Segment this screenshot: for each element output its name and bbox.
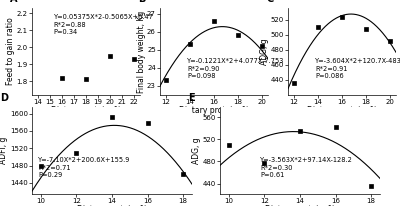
Y-axis label: ADG, g: ADG, g (192, 137, 201, 164)
Y-axis label: Feed to gain ratio: Feed to gain ratio (6, 18, 15, 85)
Text: E: E (188, 93, 195, 103)
X-axis label: Dietary protein, %: Dietary protein, % (307, 106, 377, 115)
X-axis label: Dietary protein, %: Dietary protein, % (51, 106, 121, 115)
Y-axis label: ADFI, g: ADFI, g (0, 137, 8, 164)
Y-axis label: ADG, g: ADG, g (260, 38, 269, 65)
X-axis label: Dietary protein, %: Dietary protein, % (265, 205, 335, 206)
X-axis label: Dietary protein, %: Dietary protein, % (77, 205, 147, 206)
Text: Y=-3.563X*2+97.14X-128.2
R*2=0.30
P=0.61: Y=-3.563X*2+97.14X-128.2 R*2=0.30 P=0.61 (260, 157, 353, 178)
Text: Y=-7.10X*2+200.6X+155.9
R*2=0.71
P=0.29: Y=-7.10X*2+200.6X+155.9 R*2=0.71 P=0.29 (38, 157, 131, 178)
Text: Y=-3.604X*2+120.7X-483.3
R*2=0.91
P=0.086: Y=-3.604X*2+120.7X-483.3 R*2=0.91 P=0.08… (315, 58, 400, 79)
Text: Y=-0.1221X*2+4.077X-7.753
R*2=0.90
P=0.098: Y=-0.1221X*2+4.077X-7.753 R*2=0.90 P=0.0… (187, 58, 284, 79)
Y-axis label: Final body weight, Kg: Final body weight, Kg (136, 10, 146, 93)
Text: B: B (138, 0, 146, 4)
Text: C: C (266, 0, 274, 4)
Text: A: A (10, 0, 18, 4)
X-axis label: Dietary protein, %: Dietary protein, % (179, 106, 249, 115)
Text: Y=0.05375X*2-0.5065X+6.47
R*2=0.88
P=0.34: Y=0.05375X*2-0.5065X+6.47 R*2=0.88 P=0.3… (54, 14, 154, 35)
Text: D: D (0, 93, 8, 103)
